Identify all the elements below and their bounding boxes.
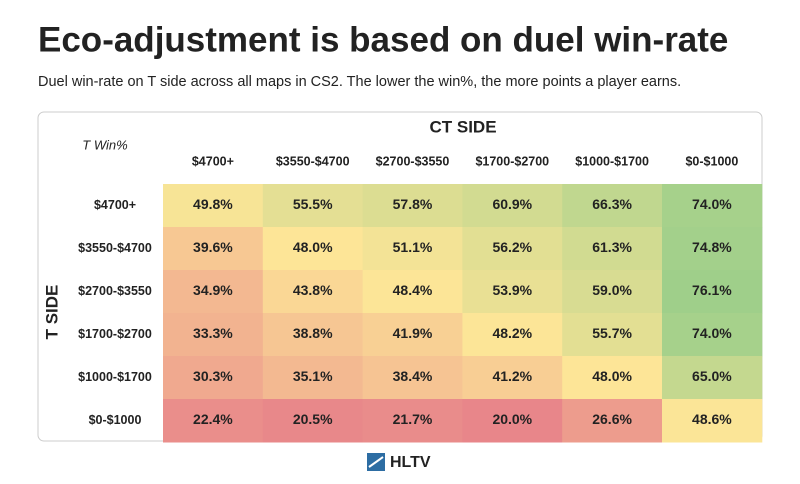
cell-label: 33.3% — [193, 325, 233, 341]
heat-cell — [462, 270, 563, 314]
cell-label: 56.2% — [492, 239, 532, 255]
heat-cell — [662, 227, 763, 271]
cell-label: 74.8% — [692, 239, 732, 255]
cell-label: 57.8% — [393, 196, 433, 212]
cell-label: 20.5% — [293, 411, 333, 427]
heat-cell — [562, 356, 663, 400]
x-tick-label: $0-$1000 — [685, 154, 738, 168]
corner-label: T Win% — [82, 137, 127, 152]
x-axis-label: CT SIDE — [429, 117, 496, 136]
cell-label: 49.8% — [193, 196, 233, 212]
y-tick-label: $4700+ — [94, 198, 136, 212]
footer: HLTV — [390, 454, 431, 471]
cell-label: 39.6% — [193, 239, 233, 255]
cell-label: 41.9% — [393, 325, 433, 341]
heat-cell — [662, 399, 763, 443]
x-tick-label: $3550-$4700 — [276, 154, 350, 168]
y-tick-label: $0-$1000 — [89, 413, 142, 427]
x-tick-label: $4700+ — [192, 154, 234, 168]
cell-label: 43.8% — [293, 282, 333, 298]
cell-label: 60.9% — [492, 196, 532, 212]
heat-cell — [262, 184, 364, 228]
y-tick-label: $2700-$3550 — [78, 284, 152, 298]
cell-label: 38.4% — [393, 368, 433, 384]
heat-cell — [462, 356, 563, 400]
x-tick-label: $1700-$2700 — [475, 154, 549, 168]
y-tick-label: $1000-$1700 — [78, 370, 152, 384]
chart-title: Eco-adjustment is based on duel win-rate — [38, 20, 728, 59]
heat-cell — [362, 313, 463, 357]
cell-label: 38.8% — [293, 325, 333, 341]
cell-label: 30.3% — [193, 368, 233, 384]
cell-label: 51.1% — [393, 239, 433, 255]
cell-label: 55.7% — [592, 325, 632, 341]
logo-stroke — [368, 456, 384, 468]
heat-cell — [462, 227, 563, 271]
heat-cell — [562, 227, 663, 271]
cell-label: 48.0% — [293, 239, 333, 255]
heat-cell — [662, 270, 763, 314]
heat-cell — [562, 184, 663, 228]
cell-label: 48.4% — [393, 282, 433, 298]
heat-cell — [362, 270, 463, 314]
cell-label: 22.4% — [193, 411, 233, 427]
cell-label: 65.0% — [692, 368, 732, 384]
y-axis-label: T SIDE — [42, 285, 61, 340]
cell-label: 26.6% — [592, 411, 632, 427]
heat-cell — [262, 356, 364, 400]
heat-cell — [163, 184, 264, 228]
heat-cell — [562, 270, 663, 314]
logo: HLTV — [367, 453, 431, 471]
chart-subtitle: Duel win-rate on T side across all maps … — [38, 74, 681, 90]
cell-label: 35.1% — [293, 368, 333, 384]
heat-cell — [262, 399, 364, 443]
heat-cell — [362, 356, 463, 400]
heat-cell — [163, 227, 264, 271]
heat-cell — [662, 356, 763, 400]
cell-label: 74.0% — [692, 196, 732, 212]
cell-label: 41.2% — [492, 368, 532, 384]
heat-cell — [362, 184, 463, 228]
heat-cell — [163, 270, 264, 314]
heat-cell — [562, 399, 663, 443]
heat-cell — [262, 270, 364, 314]
x-tick-label: $2700-$3550 — [376, 154, 450, 168]
heat-cell — [362, 399, 463, 443]
cell-label: 66.3% — [592, 196, 632, 212]
heat-cell — [462, 184, 563, 228]
cell-label: 21.7% — [393, 411, 433, 427]
y-tick-label: $3550-$4700 — [78, 241, 152, 255]
cell-label: 74.0% — [692, 325, 732, 341]
cell-label: 76.1% — [692, 282, 732, 298]
heat-cell — [462, 399, 563, 443]
cell-label: 53.9% — [492, 282, 532, 298]
heat-cell — [163, 356, 264, 400]
cell-label: 59.0% — [592, 282, 632, 298]
cell-label: 48.6% — [692, 411, 732, 427]
heat-cell — [163, 399, 264, 443]
y-tick-label: $1700-$2700 — [78, 327, 152, 341]
cell-label: 34.9% — [193, 282, 233, 298]
heat-cell — [662, 184, 763, 228]
heat-cell — [562, 313, 663, 357]
cell-label: 48.2% — [492, 325, 532, 341]
heat-cell — [262, 313, 364, 357]
x-tick-label: $1000-$1700 — [575, 154, 649, 168]
cell-label: 55.5% — [293, 196, 333, 212]
cell-label: 61.3% — [592, 239, 632, 255]
heat-cell — [662, 313, 763, 357]
cell-label: 20.0% — [492, 411, 532, 427]
heat-cell — [262, 227, 364, 271]
heat-cell — [163, 313, 264, 357]
heat-cell — [462, 313, 563, 357]
heat-cell — [362, 227, 463, 271]
cell-label: 48.0% — [592, 368, 632, 384]
